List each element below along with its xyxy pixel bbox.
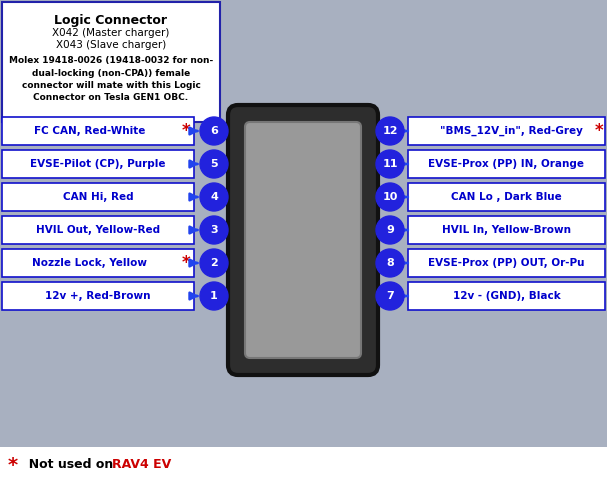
Text: 3: 3 xyxy=(210,225,218,235)
Text: 12v - (GND), Black: 12v - (GND), Black xyxy=(453,291,560,301)
Text: X043 (Slave charger): X043 (Slave charger) xyxy=(56,40,166,50)
Circle shape xyxy=(200,249,228,277)
FancyBboxPatch shape xyxy=(408,249,605,277)
Text: EVSE-Prox (PP) IN, Orange: EVSE-Prox (PP) IN, Orange xyxy=(429,159,585,169)
FancyBboxPatch shape xyxy=(408,282,605,310)
Text: X042 (Master charger): X042 (Master charger) xyxy=(52,28,170,38)
FancyBboxPatch shape xyxy=(0,447,607,487)
Text: EVSE-Pilot (CP), Purple: EVSE-Pilot (CP), Purple xyxy=(30,159,166,169)
Text: 2: 2 xyxy=(210,258,218,268)
Text: 12: 12 xyxy=(382,126,398,136)
Text: *: * xyxy=(181,122,191,140)
FancyBboxPatch shape xyxy=(2,249,194,277)
Circle shape xyxy=(376,183,404,211)
Circle shape xyxy=(376,282,404,310)
Text: 7: 7 xyxy=(386,291,394,301)
Text: Molex 19418-0026 (19418-0032 for non-
dual-locking (non-CPA)) female
connector w: Molex 19418-0026 (19418-0032 for non- du… xyxy=(9,56,213,102)
Text: 9: 9 xyxy=(386,225,394,235)
Circle shape xyxy=(200,216,228,244)
Circle shape xyxy=(376,249,404,277)
Text: 10: 10 xyxy=(382,192,398,202)
Circle shape xyxy=(200,282,228,310)
Circle shape xyxy=(200,117,228,145)
Text: HVIL In, Yellow-Brown: HVIL In, Yellow-Brown xyxy=(442,225,571,235)
FancyBboxPatch shape xyxy=(2,117,194,145)
Text: 1: 1 xyxy=(210,291,218,301)
Text: EVSE-Prox (PP) OUT, Or-Pu: EVSE-Prox (PP) OUT, Or-Pu xyxy=(429,258,585,268)
Text: 8: 8 xyxy=(386,258,394,268)
FancyBboxPatch shape xyxy=(408,150,605,178)
FancyBboxPatch shape xyxy=(2,216,194,244)
FancyBboxPatch shape xyxy=(245,122,361,358)
Text: CAN Hi, Red: CAN Hi, Red xyxy=(63,192,134,202)
Circle shape xyxy=(200,150,228,178)
Text: FC CAN, Red-White: FC CAN, Red-White xyxy=(35,126,146,136)
FancyBboxPatch shape xyxy=(2,2,220,122)
Circle shape xyxy=(376,216,404,244)
Text: Not used on: Not used on xyxy=(20,458,118,471)
Text: *: * xyxy=(181,254,191,272)
FancyBboxPatch shape xyxy=(408,216,605,244)
Text: *: * xyxy=(8,455,18,474)
FancyBboxPatch shape xyxy=(228,105,378,375)
Text: HVIL Out, Yellow-Red: HVIL Out, Yellow-Red xyxy=(36,225,160,235)
Text: 5: 5 xyxy=(210,159,218,169)
Text: Nozzle Lock, Yellow: Nozzle Lock, Yellow xyxy=(33,258,148,268)
Text: CAN Lo , Dark Blue: CAN Lo , Dark Blue xyxy=(451,192,562,202)
FancyBboxPatch shape xyxy=(2,150,194,178)
Text: *: * xyxy=(595,122,603,140)
FancyBboxPatch shape xyxy=(408,117,605,145)
Text: 12v +, Red-Brown: 12v +, Red-Brown xyxy=(46,291,151,301)
Text: "BMS_12V_in", Red-Grey: "BMS_12V_in", Red-Grey xyxy=(440,126,583,136)
FancyBboxPatch shape xyxy=(2,282,194,310)
Circle shape xyxy=(376,150,404,178)
Text: 6: 6 xyxy=(210,126,218,136)
Text: 11: 11 xyxy=(382,159,398,169)
FancyBboxPatch shape xyxy=(408,183,605,211)
Text: 4: 4 xyxy=(210,192,218,202)
Circle shape xyxy=(376,117,404,145)
Text: RAV4 EV: RAV4 EV xyxy=(112,458,171,471)
FancyBboxPatch shape xyxy=(2,183,194,211)
Circle shape xyxy=(200,183,228,211)
Text: Logic Connector: Logic Connector xyxy=(55,14,168,27)
